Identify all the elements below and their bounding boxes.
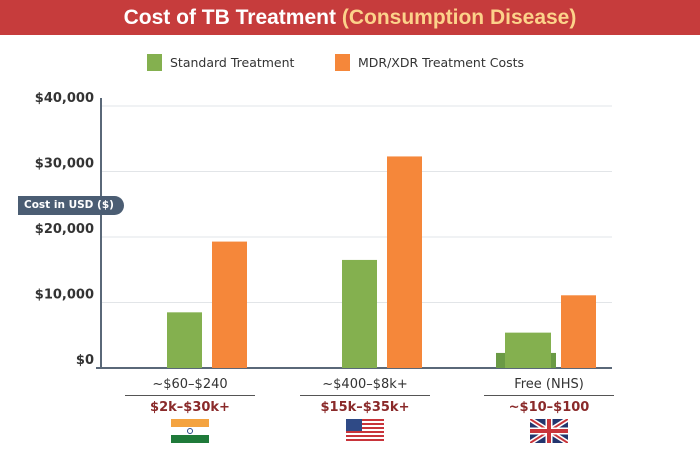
bar-usa-standard — [342, 259, 377, 368]
standard-cost-label: Free (NHS) — [484, 377, 614, 396]
chart-title: Cost of TB Treatment (Consumption Diseas… — [0, 0, 700, 35]
bar-usa-mdr — [387, 156, 422, 368]
y-tick-label: $30,000 — [35, 157, 94, 172]
y-tick-label: $20,000 — [35, 222, 94, 237]
y-tick-label: $0 — [76, 353, 94, 368]
legend-item-mdr: MDR/XDR Treatment Costs — [335, 54, 524, 71]
bar-uk-mdr — [561, 295, 596, 368]
category-india: ~$60–$240 $2k–$30k+ — [125, 377, 255, 443]
legend-item-standard: Standard Treatment — [147, 54, 294, 71]
legend-label-mdr: MDR/XDR Treatment Costs — [358, 55, 525, 70]
y-tick-label: $10,000 — [35, 288, 94, 303]
bar-india-mdr — [212, 241, 247, 368]
category-uk: Free (NHS) ~$10–$100 — [484, 377, 614, 443]
bar-india-standard — [167, 312, 202, 368]
y-tick-label: $40,000 — [35, 91, 94, 106]
mdr-cost-label: $15k–$35k+ — [320, 400, 410, 415]
mdr-cost-label: ~$10–$100 — [508, 400, 590, 415]
legend-swatch-standard — [147, 54, 162, 71]
uk-flag-icon — [530, 419, 568, 443]
y-axis-label: Cost in USD ($) — [18, 196, 124, 215]
legend-swatch-mdr — [335, 54, 350, 71]
usa-flag-icon — [346, 419, 384, 443]
standard-cost-label: ~$400–$8k+ — [300, 377, 430, 396]
india-flag-icon — [171, 419, 209, 443]
standard-cost-label: ~$60–$240 — [125, 377, 255, 396]
mdr-cost-label: $2k–$30k+ — [150, 400, 230, 415]
title-sub: (Consumption Disease) — [341, 6, 577, 29]
bar-uk-standard — [505, 332, 551, 368]
category-usa: ~$400–$8k+ $15k–$35k+ — [300, 377, 430, 443]
title-main: Cost of TB Treatment — [123, 6, 336, 29]
legend-label-standard: Standard Treatment — [170, 55, 295, 70]
